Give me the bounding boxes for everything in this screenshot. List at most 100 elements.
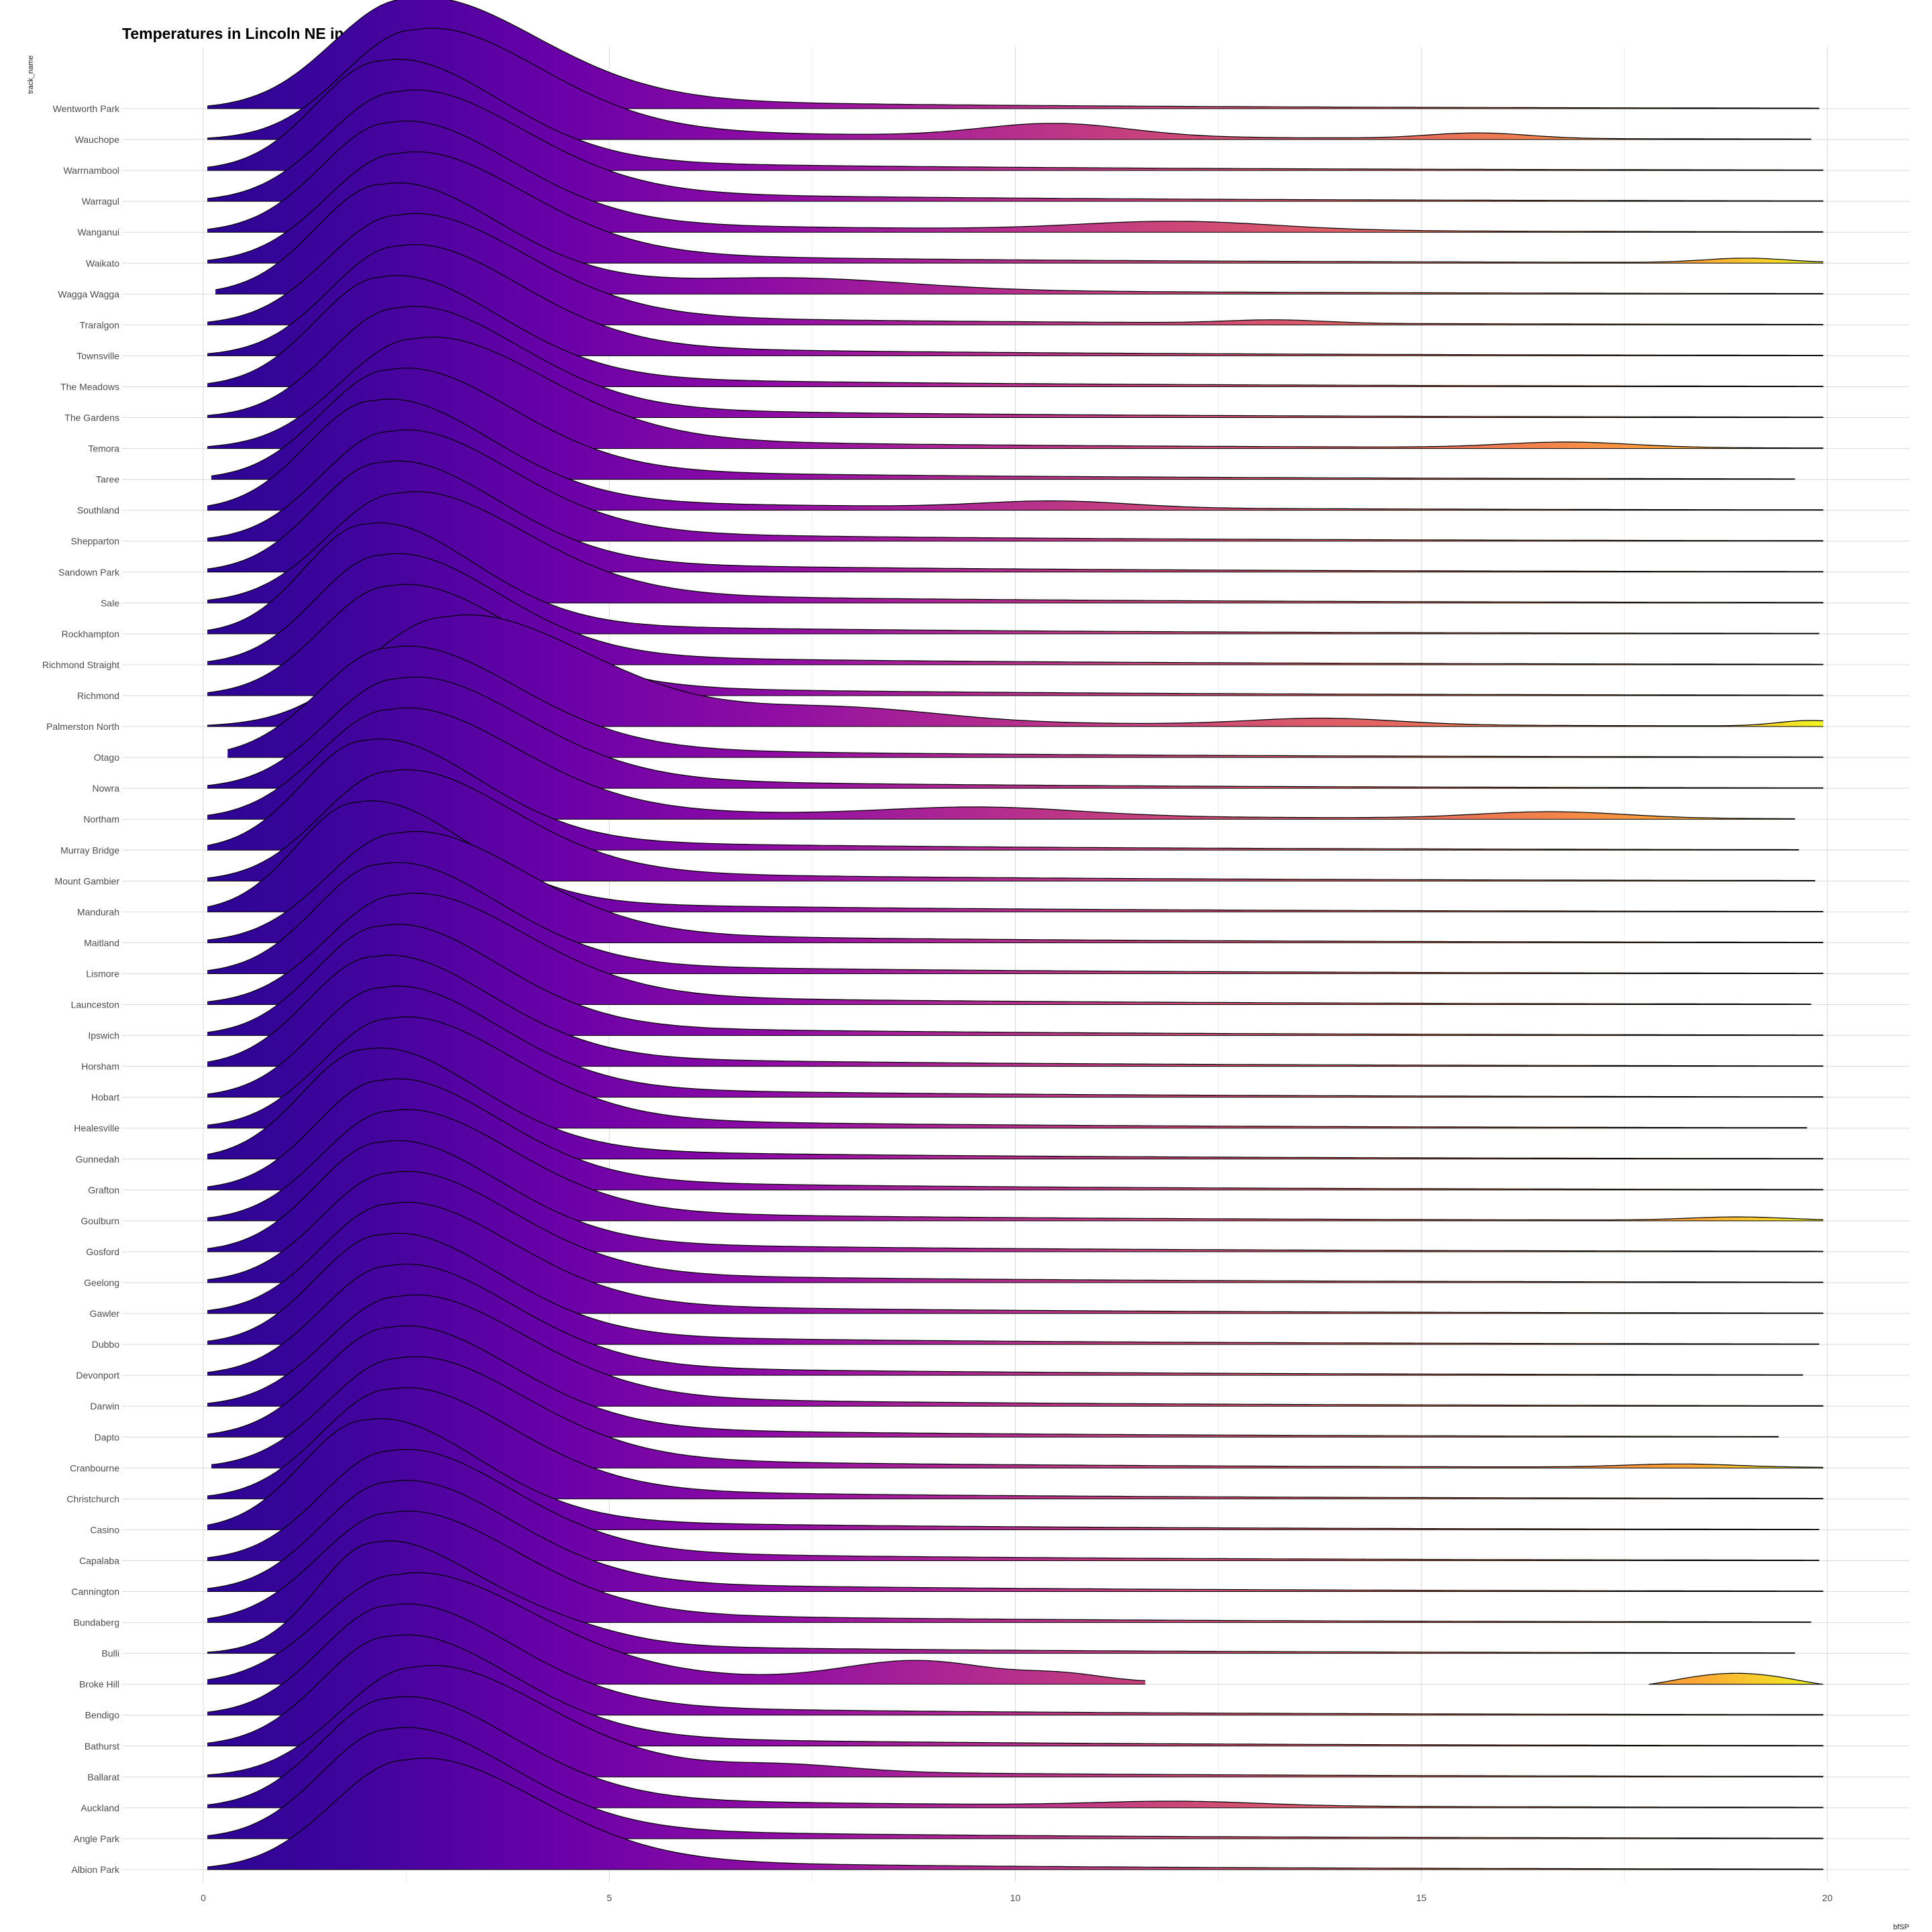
ridge-outline <box>207 985 1823 1097</box>
category-label: Richmond <box>77 690 119 701</box>
category-label: Northam <box>83 814 119 824</box>
ridge-57 <box>207 1758 1823 1870</box>
ridge-outline <box>207 1448 1819 1561</box>
category-label: Wentworth Park <box>53 103 120 114</box>
ridge-fill <box>211 1356 1823 1468</box>
ridge-outline <box>211 368 1795 480</box>
category-label: Cranbourne <box>70 1462 119 1473</box>
ridge-fill <box>207 0 1819 109</box>
category-label: Richmond Straight <box>42 659 119 670</box>
category-label: Lismore <box>86 968 119 979</box>
category-label: Southland <box>77 505 119 516</box>
x-tick-label: 5 <box>606 1892 612 1903</box>
ridge-outline <box>207 676 1823 788</box>
ridge-outline <box>207 1540 1795 1654</box>
category-label: Murray Bridge <box>60 845 119 855</box>
ridge-outline <box>207 1232 1819 1344</box>
ridge-outline <box>207 553 1823 665</box>
ridge-outline <box>207 1696 1823 1808</box>
category-label: Nowra <box>93 783 120 794</box>
ridge-outline <box>207 1201 1823 1313</box>
x-tick-label: 15 <box>1416 1892 1427 1903</box>
category-label: Gunnedah <box>76 1154 119 1165</box>
ridge-outline <box>207 1078 1823 1190</box>
ridge-fill <box>207 1758 1823 1870</box>
category-label: Geelong <box>84 1277 119 1288</box>
ridge-outline <box>207 1171 1823 1283</box>
ridge-tail <box>1648 1672 1823 1685</box>
ridge-outline <box>207 1479 1823 1592</box>
ridge-fill <box>207 152 1823 264</box>
ridge-outline <box>207 460 1823 572</box>
ridge-outline <box>207 614 1823 727</box>
ridge-outline <box>207 1325 1779 1437</box>
ridge-fill <box>207 28 1811 140</box>
category-label: Sale <box>101 598 119 608</box>
ridge-fill <box>207 213 1823 325</box>
ridges <box>207 0 1823 1870</box>
ridge-fill <box>207 708 1795 820</box>
ridge-outline <box>207 1603 1823 1715</box>
ridge-outline <box>207 1294 1823 1406</box>
category-labels: Wentworth Park Wauchope Warrnambool Warragu… <box>42 103 120 1875</box>
category-label: Bathurst <box>85 1741 119 1752</box>
ridge-fill <box>207 1326 1779 1438</box>
ridge-fill <box>207 893 1811 1005</box>
category-label: The Meadows <box>60 381 119 392</box>
ridge-outline <box>207 336 1823 449</box>
ridge-outline <box>207 924 1823 1036</box>
ridge-outline <box>207 1665 1823 1777</box>
category-label: Traralgon <box>80 319 119 330</box>
x-tick-label: 10 <box>1010 1892 1021 1903</box>
ridge-fill <box>207 491 1823 603</box>
ridge-outline <box>207 1263 1803 1375</box>
category-label: Albion Park <box>71 1864 120 1875</box>
ridge-outline <box>211 1356 1823 1468</box>
category-label: Wauchope <box>75 134 120 145</box>
ridge-outline <box>207 491 1823 603</box>
ridge-outline <box>207 244 1823 356</box>
ridge-outline <box>207 1418 1819 1530</box>
category-label: Palmerston North <box>46 721 119 732</box>
category-label: Rockhampton <box>62 629 119 639</box>
category-label: Casino <box>90 1524 119 1535</box>
category-label: Dapto <box>95 1432 120 1442</box>
x-tick-label: 20 <box>1822 1892 1833 1903</box>
category-label: Taree <box>96 474 119 485</box>
category-label: Capalaba <box>79 1555 119 1566</box>
ridge-outline <box>207 739 1799 851</box>
category-label: Dubbo <box>92 1339 119 1350</box>
category-label: Gawler <box>90 1308 120 1319</box>
category-label: Hobart <box>91 1092 119 1103</box>
ridge-outline <box>207 0 1819 109</box>
ridge-fill <box>207 614 1823 727</box>
category-label: Ipswich <box>88 1030 119 1041</box>
category-label: Mandurah <box>77 906 119 917</box>
category-label: The Gardens <box>64 413 119 423</box>
category-label: Ballarat <box>88 1772 120 1782</box>
x-axis-title: bfSP <box>1893 1923 1909 1931</box>
category-label: Warragul <box>82 196 119 207</box>
ridge-outline <box>207 830 1823 943</box>
category-label: Warrnambool <box>63 165 119 176</box>
ridge-outline <box>207 89 1823 201</box>
ridge-outline <box>207 1387 1823 1499</box>
ridge-outline <box>207 862 1823 974</box>
ridge-outline <box>227 645 1823 757</box>
ridge-fill <box>207 677 1823 789</box>
category-label: Launceston <box>71 1000 119 1010</box>
ridge-outline <box>207 892 1811 1005</box>
ridge-fill <box>207 1665 1823 1777</box>
category-label: Mount Gambier <box>55 875 120 886</box>
ridge-outline <box>207 522 1819 634</box>
category-label: Devonport <box>76 1370 119 1381</box>
ridge-outline <box>207 306 1823 418</box>
ridge-outline <box>207 429 1823 541</box>
ridge-outline <box>207 1140 1823 1252</box>
x-tick-labels: 0 5 10 15 20 <box>201 1892 1833 1903</box>
ridge-fill <box>207 1295 1823 1407</box>
ridge-outline <box>207 398 1823 511</box>
category-label: Townsville <box>76 350 119 361</box>
x-tick-label: 0 <box>201 1892 206 1903</box>
